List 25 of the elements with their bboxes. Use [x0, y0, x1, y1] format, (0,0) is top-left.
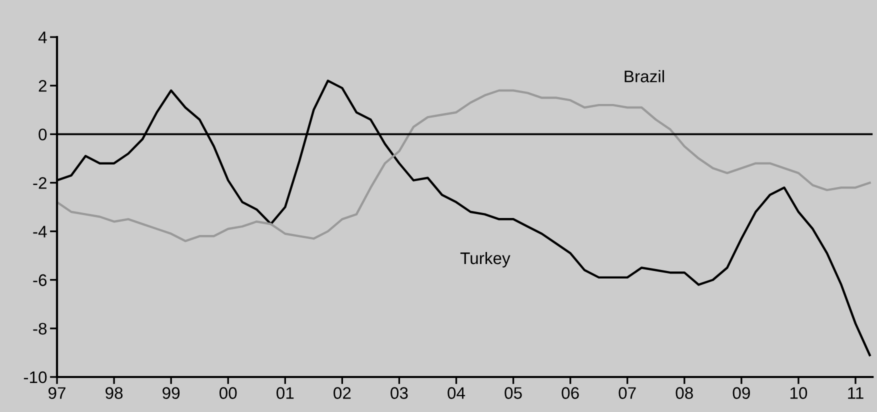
x-tick-label: 08	[676, 387, 693, 399]
y-tick-label: 4	[38, 32, 47, 44]
y-tick-label: -4	[33, 226, 47, 238]
series-label: Brazil	[624, 70, 664, 82]
x-tick-label: 09	[732, 387, 750, 399]
y-tick-label: -10	[24, 371, 47, 384]
x-tick-label: 10	[790, 387, 808, 399]
x-tick-label: 97	[48, 387, 66, 399]
y-tick-label: 0	[38, 128, 47, 140]
series-label: Turkey	[460, 252, 510, 268]
x-tick-label: 02	[334, 387, 351, 399]
y-tick-label: -8	[33, 322, 47, 335]
x-tick-label: 06	[562, 387, 579, 399]
y-tick-label: -2	[33, 177, 46, 189]
x-tick-label: 11	[848, 387, 864, 399]
x-tick-label: 00	[219, 387, 237, 399]
x-tick-label: 07	[618, 387, 636, 399]
x-tick-label: 05	[504, 387, 522, 399]
y-tick-label: 2	[38, 80, 46, 92]
x-tick-label: 01	[276, 387, 294, 399]
y-tick-label: -6	[33, 274, 47, 286]
x-tick-label: 99	[162, 387, 180, 399]
x-tick-label: 04	[448, 387, 466, 399]
x-tick-label: 03	[390, 387, 408, 399]
x-tick-label: 98	[106, 387, 123, 399]
